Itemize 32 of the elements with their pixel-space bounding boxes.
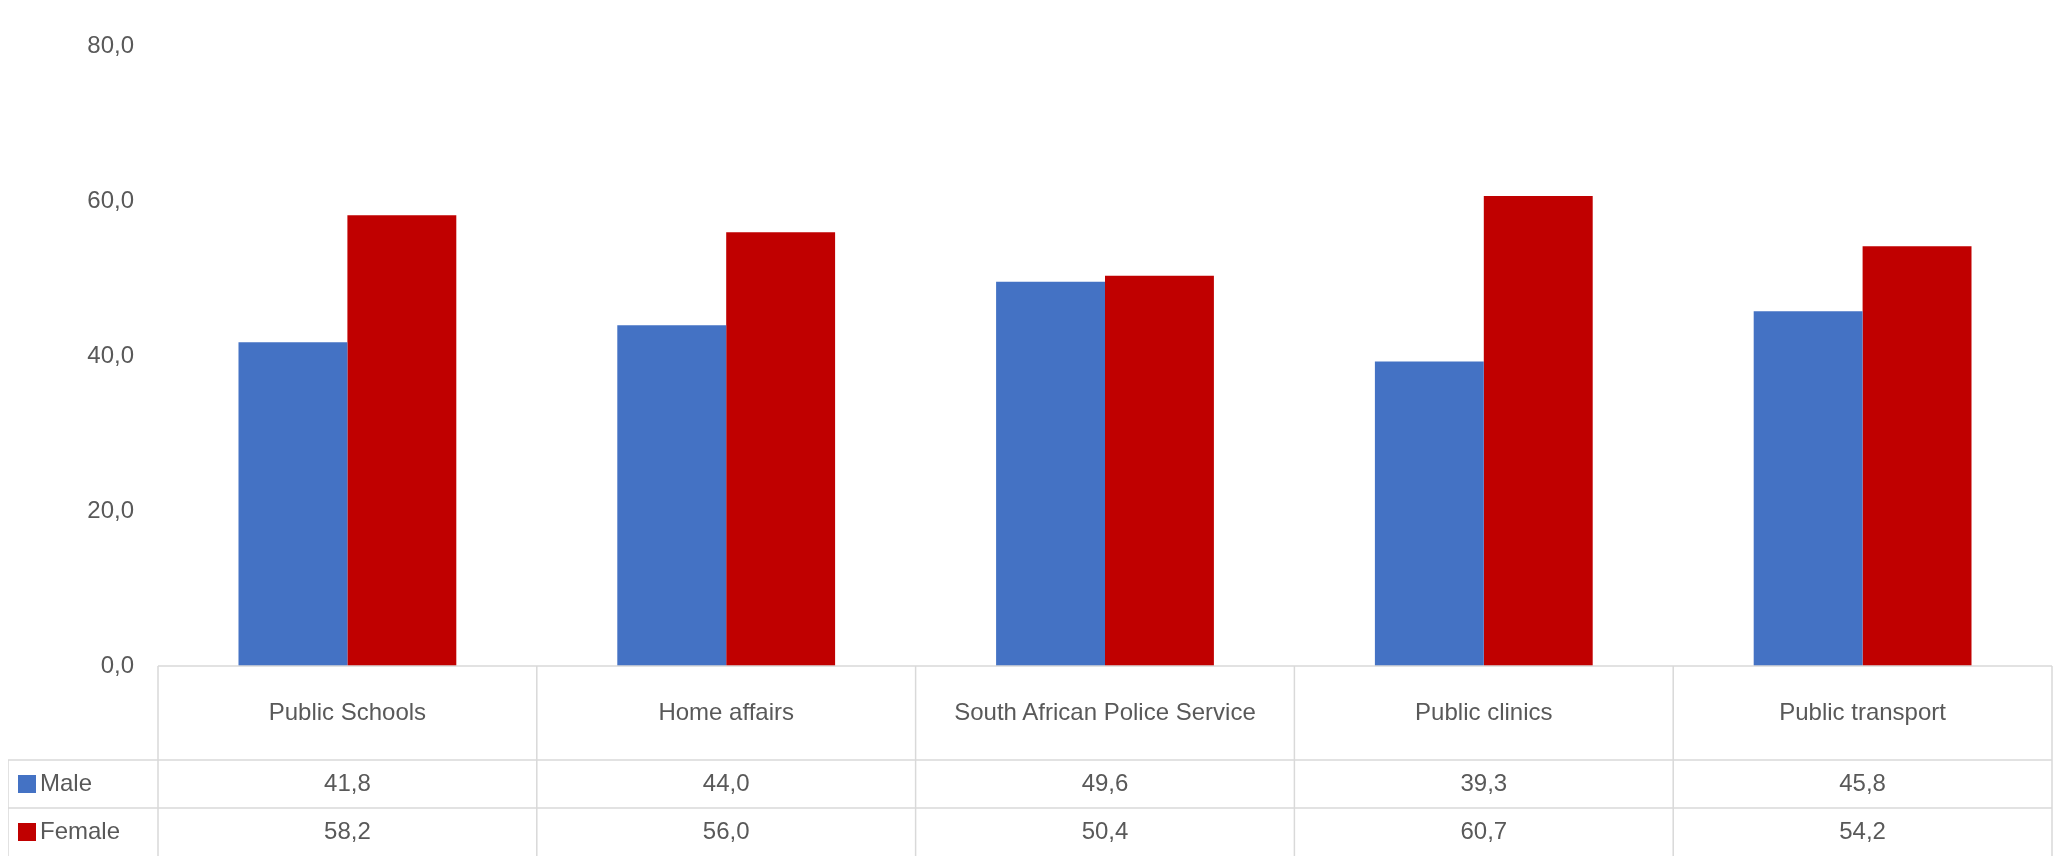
x-tick-label: Home affairs bbox=[658, 697, 794, 725]
x-tick-label: Public Schools bbox=[268, 697, 427, 725]
x-tick-label: Public clinics bbox=[1415, 697, 1553, 725]
x-tick-label: Public transport bbox=[1779, 697, 1947, 725]
y-tick-label: 60,0 bbox=[87, 185, 134, 213]
bar bbox=[1753, 311, 1863, 666]
bar bbox=[1862, 246, 1972, 666]
data-label: 54,2 bbox=[1839, 816, 1886, 844]
bar bbox=[238, 342, 348, 666]
bar bbox=[726, 232, 836, 666]
y-tick-label: 80,0 bbox=[87, 31, 134, 59]
bar bbox=[1374, 361, 1484, 666]
data-label: 50,4 bbox=[1081, 816, 1129, 844]
data-label: 44,0 bbox=[702, 768, 750, 796]
bar bbox=[617, 325, 727, 666]
data-label: 41,8 bbox=[324, 768, 371, 796]
data-label: 45,8 bbox=[1839, 768, 1886, 796]
legend-label: Female bbox=[40, 816, 121, 844]
y-tick-label: 20,0 bbox=[87, 495, 134, 523]
data-label: 49,6 bbox=[1081, 768, 1129, 796]
legend-label: Male bbox=[40, 768, 93, 796]
bar bbox=[996, 281, 1105, 666]
data-label: 56,0 bbox=[702, 816, 750, 844]
y-tick-label: 40,0 bbox=[87, 340, 134, 368]
y-tick-label: 0,0 bbox=[100, 650, 134, 678]
data-label: 39,3 bbox=[1460, 768, 1508, 796]
bar bbox=[1483, 195, 1593, 666]
x-tick-label: South African Police Service bbox=[954, 697, 1256, 725]
data-label: 58,2 bbox=[324, 816, 371, 844]
data-label: 60,7 bbox=[1460, 816, 1508, 844]
bar bbox=[347, 215, 457, 666]
bar bbox=[1105, 275, 1214, 666]
